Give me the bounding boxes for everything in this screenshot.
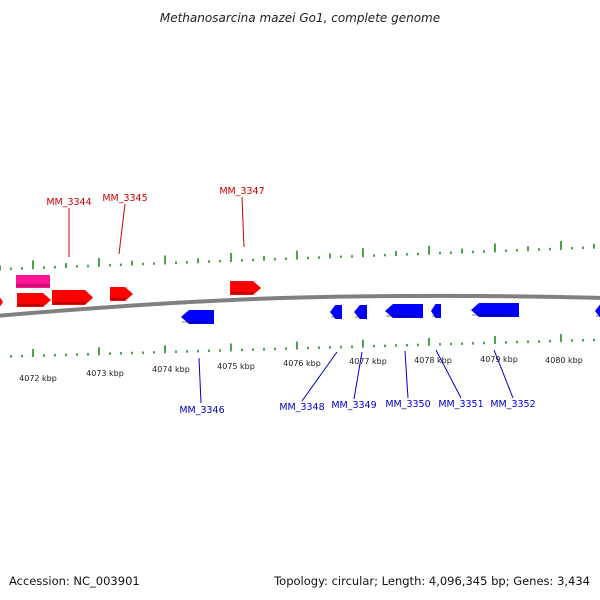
gene-leader-line [241,196,245,248]
tick-label: 4077 kbp [349,357,387,366]
gene-label-mm-3347: MM_3347 [219,186,264,197]
accession-text: Accession: NC_003901 [9,574,140,588]
gene-feature-reverse [595,304,600,318]
gene-labels: MM_3344 MM_3345 MM_3347 MM_3346 MM_3348 MM_33… [46,186,535,416]
gene-leader-line [493,349,514,399]
gene-leader-line [118,203,126,255]
gene-feature-reverse [385,304,423,318]
gene-label-mm-3345: MM_3345 [102,193,147,204]
gene-feature-reverse [181,310,214,324]
gene-label-mm-3351: MM_3351 [438,399,483,410]
gene-label-mm-3349: MM_3349 [331,400,376,411]
tick-label: 4078 kbp [414,356,452,365]
gene-feature-reverse [354,305,367,319]
gene-leader-line [198,357,202,404]
gene-label-mm-3352: MM_3352 [490,399,535,410]
rna-feature [16,275,50,288]
gene-feature-reverse [431,304,441,318]
gene-leader-line [353,351,363,400]
gene-feature-forward [52,290,93,305]
gene-feature-forward [110,287,133,301]
tick-label: 4079 kbp [480,355,518,364]
gene-leader-line [435,349,462,399]
gene-feature-forward [230,281,261,295]
gene-label-mm-3348: MM_3348 [279,402,324,413]
bottom-tick-track: 4072 kbp 4073 kbp 4074 kbp 4075 kbp 4076 kbp… [10,334,595,383]
gene-features [0,275,600,324]
tick-label: 4075 kbp [217,362,255,371]
gene-label-mm-3346: MM_3346 [179,405,224,416]
gene-leader-line [301,351,338,402]
tick-label: 4080 kbp [545,356,583,365]
tick-label: 4072 kbp [19,374,57,383]
gene-feature-forward [17,293,51,307]
gene-leader-line [404,350,409,399]
gene-label-mm-3344: MM_3344 [46,197,91,208]
map-title: Methanosarcina mazei Go1, complete genom… [160,11,440,25]
gene-feature-forward [0,297,3,307]
tick-label: 4073 kbp [86,369,124,378]
gene-feature-reverse [330,305,342,319]
gene-feature-reverse [471,303,519,317]
top-tick-track [0,240,595,271]
genome-summary: Topology: circular; Length: 4,096,345 bp… [274,574,590,588]
genome-backbone [0,293,600,318]
tick-label: 4076 kbp [283,359,321,368]
gene-label-mm-3350: MM_3350 [385,399,430,410]
tick-label: 4074 kbp [152,365,190,374]
